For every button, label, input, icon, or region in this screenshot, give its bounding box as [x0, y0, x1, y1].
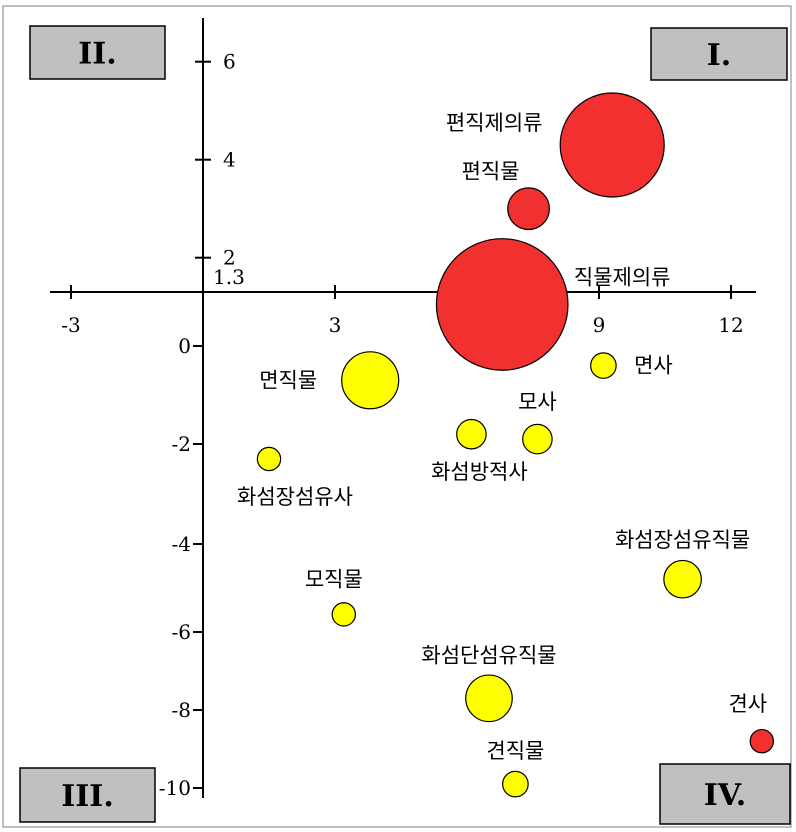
bubble	[456, 418, 487, 450]
bubble	[341, 351, 400, 410]
bubble	[465, 674, 513, 723]
bubble	[502, 770, 529, 798]
quadrant-label-3: III.	[61, 779, 114, 814]
bubble-label: 편직제의류	[446, 111, 543, 135]
y-tick-label: 6	[223, 50, 236, 74]
x-tick-label: 9	[593, 313, 606, 337]
bubble	[749, 728, 775, 754]
bubble-label: 화섬단섬유직물	[421, 643, 556, 667]
bubble-label: 화섬장섬유직물	[615, 528, 750, 552]
bubbles	[256, 92, 775, 798]
bubble-label: 직물제의류	[574, 265, 671, 289]
quadrant-label-2: II.	[78, 37, 117, 72]
bubble-label: 화섬장섬유사	[237, 485, 353, 509]
quadrant-label-4-box	[659, 763, 791, 825]
bubble	[435, 238, 569, 371]
bubble	[522, 423, 553, 455]
bubble	[256, 446, 282, 472]
quadrant-label-4: IV.	[704, 778, 747, 813]
bubble-labels: 편직제의류편직물직물제의류면사면직물모사화섬방적사화섬장섬유사화섬장섬유직물모직…	[237, 111, 767, 763]
bubble-label: 견직물	[486, 739, 544, 763]
bubble	[590, 352, 617, 379]
bubble-label: 견사	[728, 692, 767, 716]
y-tick-label: 4	[223, 148, 236, 172]
y-tick-label: -8	[172, 698, 191, 722]
bubble-label: 면사	[634, 354, 673, 378]
quadrant-label-3-box	[19, 767, 156, 823]
y-tick-label: 2	[223, 246, 236, 270]
bubble	[331, 602, 357, 627]
x-tick-label: 3	[329, 313, 342, 337]
bubble-label: 편직물	[462, 160, 520, 184]
quadrant-labels: II. I. III. IV.	[19, 25, 791, 825]
quadrant-label-2-box	[29, 25, 166, 80]
bubble-label: 모사	[518, 390, 557, 414]
bubble-label: 모직물	[305, 567, 363, 591]
quadrant-label-1-box	[650, 27, 788, 81]
x-tick-label: -3	[61, 313, 80, 337]
bubble	[507, 187, 550, 231]
y-tick-label: -2	[172, 432, 191, 456]
quadrant-label-1: I.	[707, 38, 731, 73]
bubble	[559, 92, 665, 198]
x-tick-label: 12	[718, 313, 743, 337]
bubble	[663, 559, 702, 599]
chart-frame	[2, 5, 792, 828]
y-tick-label: -4	[172, 532, 191, 556]
y-tick-label: -10	[159, 776, 191, 800]
bubble-label: 화섬방적사	[431, 460, 528, 484]
axis-cross-label: 1.3	[213, 265, 245, 289]
bubble-label: 면직물	[259, 368, 317, 392]
y-tick-label: -6	[172, 620, 191, 644]
y-tick-label: 0	[178, 334, 191, 358]
